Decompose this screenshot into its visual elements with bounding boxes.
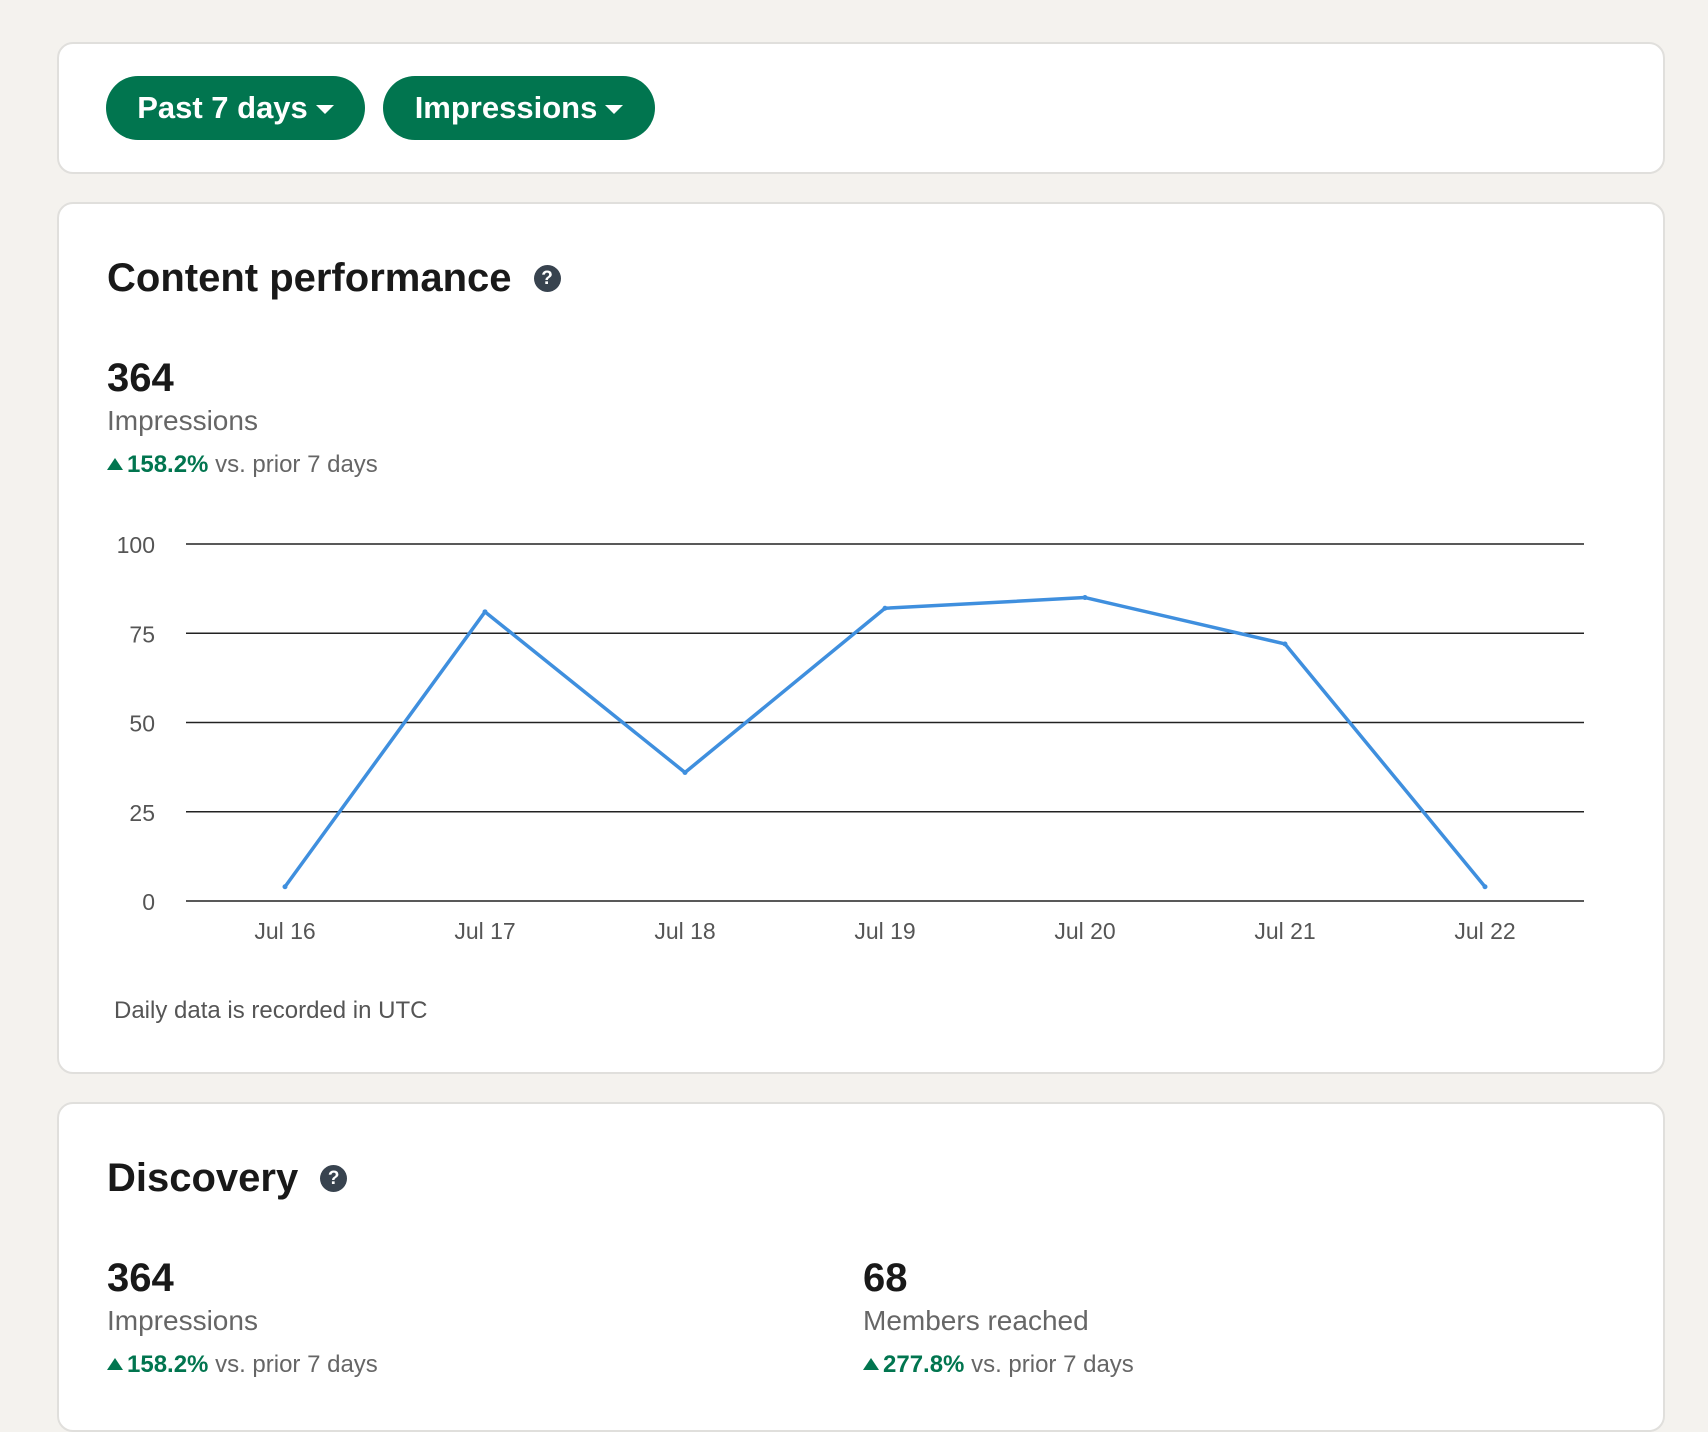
data-point[interactable] bbox=[1282, 641, 1288, 647]
y-tick-label: 0 bbox=[142, 889, 155, 915]
help-icon[interactable]: ? bbox=[533, 265, 561, 292]
data-point[interactable] bbox=[1082, 595, 1088, 601]
data-point[interactable] bbox=[882, 605, 888, 611]
delta-percent: 277.8% bbox=[883, 1351, 965, 1378]
data-point[interactable] bbox=[282, 884, 288, 890]
caret-down-icon bbox=[315, 104, 334, 114]
trend-up-icon bbox=[107, 458, 123, 470]
metric-label: Impressions bbox=[414, 90, 598, 125]
footnote: Daily data is recorded in UTC bbox=[114, 997, 428, 1024]
y-tick-label: 25 bbox=[129, 800, 155, 826]
x-tick-label: Jul 20 bbox=[1054, 918, 1115, 944]
metric-delta: 158.2% vs. prior 7 days bbox=[107, 450, 378, 480]
delta-percent: 158.2% bbox=[127, 451, 209, 478]
impressions-line-chart: 0 25 50 75 100 Jul 16 Jul 17 Jul 18 Jul 19 Jul 20… bbox=[117, 532, 1584, 944]
trend-up-icon bbox=[863, 1358, 879, 1370]
delta-text: vs. prior 7 days bbox=[971, 1351, 1134, 1378]
help-icon[interactable]: ? bbox=[320, 1165, 348, 1192]
filter-bar: Past 7 days Impressions bbox=[57, 42, 1665, 174]
section-title: Content performance bbox=[107, 256, 512, 300]
members-reached-metric: 68 Members reached 277.8% vs. prior 7 da… bbox=[863, 1254, 1134, 1380]
content-performance-card: Content performance ? 364 Impressions 15… bbox=[57, 202, 1665, 1074]
metric-delta: 158.2% vs. prior 7 days bbox=[107, 1350, 378, 1380]
metric-value: 364 bbox=[107, 1256, 174, 1300]
y-tick-label: 100 bbox=[117, 532, 155, 558]
x-tick-label: Jul 22 bbox=[1454, 918, 1515, 944]
x-tick-label: Jul 21 bbox=[1254, 918, 1315, 944]
metric-value: 68 bbox=[863, 1256, 908, 1300]
x-tick-label: Jul 17 bbox=[454, 918, 515, 944]
discovery-card: Discovery ? 364 Impressions 158.2% vs. p… bbox=[57, 1102, 1665, 1432]
impressions-series-line bbox=[283, 595, 1487, 889]
x-tick-label: Jul 19 bbox=[854, 918, 915, 944]
delta-percent: 158.2% bbox=[127, 1351, 209, 1378]
date-range-dropdown[interactable]: Past 7 days bbox=[106, 76, 365, 140]
metric-label: Impressions bbox=[107, 1305, 258, 1336]
x-tick-label: Jul 16 bbox=[254, 918, 315, 944]
trend-up-icon bbox=[107, 1358, 123, 1370]
y-tick-label: 75 bbox=[129, 621, 155, 647]
data-point[interactable] bbox=[1482, 884, 1488, 890]
discovery-impressions-metric: 364 Impressions 158.2% vs. prior 7 days bbox=[107, 1254, 378, 1380]
y-tick-label: 50 bbox=[129, 711, 155, 737]
date-range-label: Past 7 days bbox=[137, 90, 308, 125]
metric-delta: 277.8% vs. prior 7 days bbox=[863, 1350, 1134, 1380]
metric-label: Members reached bbox=[863, 1305, 1089, 1336]
delta-text: vs. prior 7 days bbox=[215, 451, 378, 478]
data-point[interactable] bbox=[482, 609, 488, 615]
section-title: Discovery bbox=[107, 1156, 299, 1200]
caret-down-icon bbox=[605, 104, 624, 114]
data-point[interactable] bbox=[682, 769, 688, 775]
x-tick-label: Jul 18 bbox=[654, 918, 715, 944]
metric-label: Impressions bbox=[107, 405, 258, 436]
discovery-heading: Discovery ? bbox=[107, 1156, 348, 1201]
delta-text: vs. prior 7 days bbox=[215, 1351, 378, 1378]
content-performance-heading: Content performance ? bbox=[107, 256, 561, 301]
metric-dropdown[interactable]: Impressions bbox=[383, 76, 655, 140]
impressions-metric: 364 Impressions 158.2% vs. prior 7 days bbox=[107, 354, 378, 480]
metric-value: 364 bbox=[107, 356, 174, 400]
